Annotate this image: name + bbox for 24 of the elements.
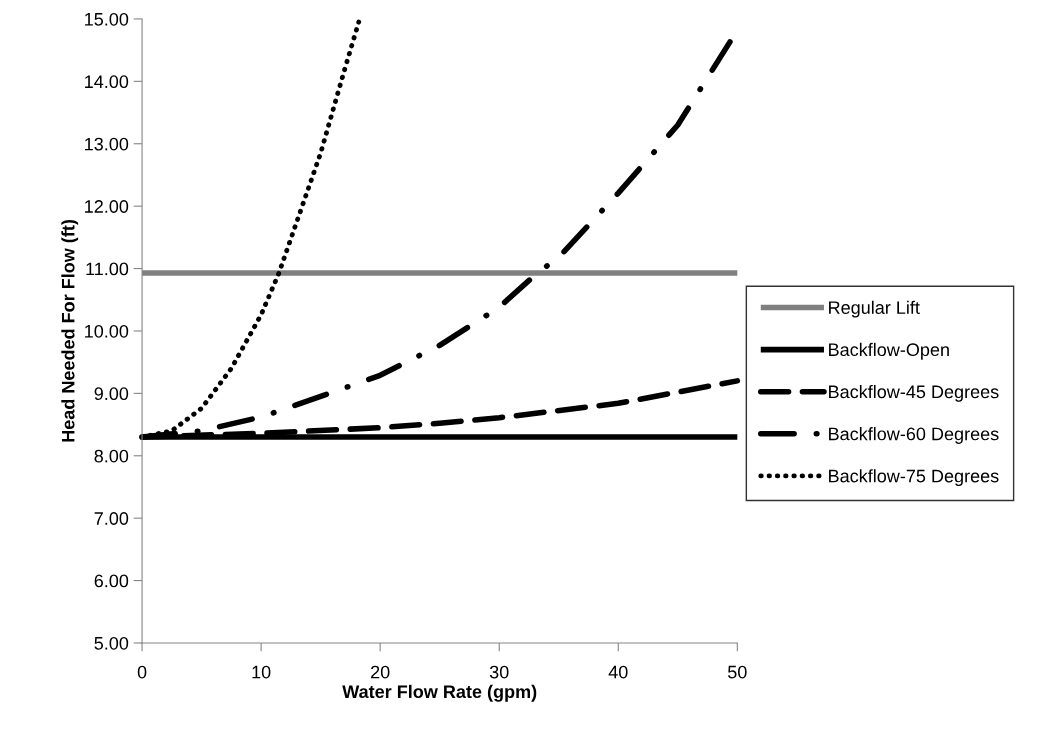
x-tick-label: 50 bbox=[727, 665, 747, 679]
y-axis-title: Head Needed For Flow (ft) bbox=[61, 220, 79, 442]
x-tick-label: 20 bbox=[371, 665, 390, 679]
x-tick-label: 10 bbox=[252, 665, 271, 679]
x-tick-label: 40 bbox=[608, 665, 628, 679]
y-tick-label: 14.00 bbox=[85, 75, 129, 89]
x-axis-title: Water Flow Rate (gpm) bbox=[342, 684, 537, 702]
y-tick-label: 6.00 bbox=[94, 574, 129, 588]
y-tick-label: 5.00 bbox=[94, 636, 129, 650]
y-tick-label: 7.00 bbox=[94, 512, 129, 525]
legend-label: Backflow-75 Degrees bbox=[829, 469, 999, 486]
x-tick-label: 0 bbox=[137, 665, 147, 679]
y-tick-label: 11.00 bbox=[86, 262, 129, 276]
x-tick-label: 30 bbox=[489, 665, 509, 679]
legend-label: Backflow-60 Degrees bbox=[829, 427, 999, 444]
y-tick-label: 9.00 bbox=[94, 387, 129, 401]
legend-label: Backflow-Open bbox=[829, 342, 949, 360]
legend-label: Regular Lift bbox=[829, 300, 920, 318]
y-tick-label: 8.00 bbox=[94, 449, 129, 463]
y-tick-label: 10.00 bbox=[85, 324, 129, 338]
y-tick-label: 13.00 bbox=[85, 137, 129, 151]
legend-label: Backflow-45 Degrees bbox=[829, 384, 999, 402]
y-tick-label: 12.00 bbox=[85, 200, 129, 213]
y-tick-label: 15.00 bbox=[85, 12, 129, 26]
